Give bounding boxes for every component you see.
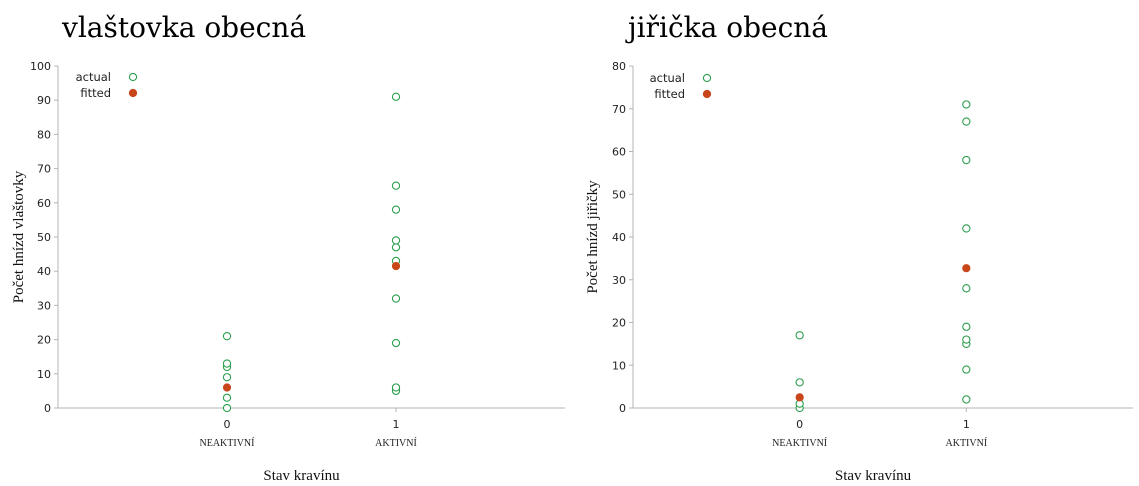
category-label: NEAKTIVNÍ	[200, 437, 256, 449]
actual-point	[962, 335, 971, 344]
y-tick-label: 0	[619, 402, 626, 415]
y-tick-label: 80	[612, 60, 626, 73]
fitted-point	[962, 264, 971, 273]
chart-jiricka: jiřička obecná 0 10 20 30 40 50 60 70 80 0 NEAKTIVN…	[585, 11, 1133, 484]
chart-title: jiřička obecná	[625, 11, 828, 44]
y-tick-label: 20	[612, 317, 626, 330]
y-tick-label: 30	[612, 274, 626, 287]
actual-point	[962, 284, 971, 293]
actual-point	[795, 331, 804, 340]
fitted-point	[222, 383, 232, 392]
actual-point	[391, 294, 401, 303]
y-axis-title: Počet hnízd jiřičky	[585, 180, 601, 294]
actual-point	[391, 338, 401, 348]
chart-vlastovka: vlaštovka obecná 0 10 20 30 40 50 60 70 80 90 100 0 N…	[11, 11, 565, 484]
actual-point	[391, 92, 401, 101]
actual-point	[962, 117, 971, 126]
category-label: AKTIVNÍ	[375, 437, 417, 449]
y-tick-label: 100	[30, 60, 51, 73]
actual-point	[222, 373, 232, 382]
actual-point	[222, 393, 232, 402]
actual-point	[962, 224, 971, 233]
actual-point	[391, 181, 401, 190]
y-tick-label: 60	[612, 146, 626, 159]
y-tick-label: 10	[37, 368, 51, 381]
y-tick-label: 90	[37, 94, 51, 107]
actual-point	[962, 365, 971, 374]
actual-point	[962, 100, 971, 109]
actual-point	[391, 205, 401, 214]
chart-title: vlaštovka obecná	[61, 11, 306, 44]
legend-marker-fitted	[702, 89, 712, 99]
actual-point	[222, 332, 232, 341]
y-tick-label: 70	[612, 103, 626, 116]
x-tick-label: 0	[796, 418, 803, 431]
y-tick-label: 40	[37, 265, 51, 278]
legend-marker-fitted	[128, 88, 138, 98]
legend-marker-actual	[702, 73, 712, 83]
legend-label-actual: actual	[650, 71, 685, 85]
y-tick-label: 40	[612, 231, 626, 244]
actual-point	[391, 383, 401, 392]
y-tick-label: 80	[37, 128, 51, 141]
y-tick-label: 50	[37, 231, 51, 244]
legend-label-fitted: fitted	[80, 86, 111, 100]
x-axis-title: Stav kravínu	[835, 468, 912, 484]
actual-point	[222, 359, 232, 368]
legend-label-actual: actual	[76, 70, 111, 84]
legend-marker-actual	[128, 72, 138, 82]
y-tick-label: 0	[44, 402, 51, 415]
actual-point	[391, 236, 401, 245]
actual-point	[391, 243, 401, 252]
y-axis-title: Počet hnízd vlaštovky	[11, 170, 27, 303]
y-tick-label: 30	[37, 299, 51, 312]
actual-point	[795, 378, 804, 387]
x-tick-label: 1	[393, 418, 400, 431]
actual-point	[962, 322, 971, 331]
category-label: AKTIVNÍ	[946, 437, 988, 449]
actual-point	[962, 155, 971, 165]
y-tick-label: 60	[37, 197, 51, 210]
actual-point	[222, 403, 232, 413]
y-tick-label: 70	[37, 163, 51, 176]
actual-point	[962, 395, 971, 404]
fitted-point	[795, 393, 804, 402]
y-tick-label: 10	[612, 359, 626, 372]
y-tick-label: 20	[37, 334, 51, 347]
x-tick-label: 1	[963, 418, 970, 431]
x-tick-label: 0	[224, 418, 231, 431]
fitted-point	[391, 261, 401, 271]
x-axis-title: Stav kravínu	[263, 468, 340, 484]
category-label: NEAKTIVNÍ	[772, 437, 828, 449]
legend-label-fitted: fitted	[654, 87, 685, 101]
y-tick-label: 50	[612, 188, 626, 201]
